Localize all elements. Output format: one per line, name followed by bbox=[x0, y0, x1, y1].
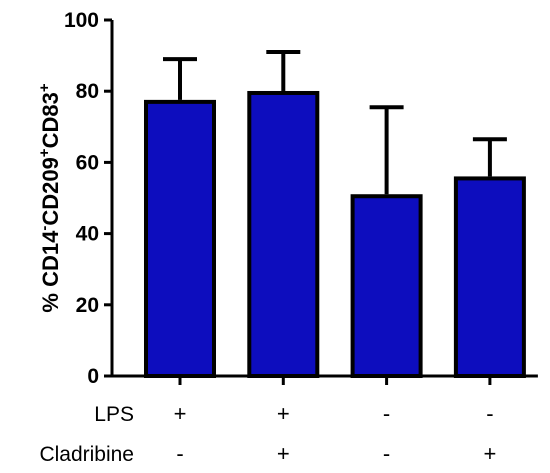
condition-row-label: Cladribine bbox=[39, 443, 134, 466]
condition-sign: - bbox=[383, 441, 390, 466]
y-tick-label: 0 bbox=[87, 365, 99, 388]
condition-sign: + bbox=[277, 441, 290, 466]
condition-table: LPS + + - - Cladribine - + - + bbox=[39, 401, 496, 466]
y-axis-label-superscript: + bbox=[36, 148, 53, 157]
y-axis-label-group: % CD14-​CD209+​CD83+​ bbox=[36, 83, 63, 312]
condition-sign: - bbox=[176, 441, 183, 466]
x-ticks bbox=[178, 376, 492, 385]
condition-row-label: LPS bbox=[94, 403, 134, 426]
y-tick-label: 80 bbox=[76, 80, 99, 103]
y-axis-label-text: CD83 bbox=[38, 92, 63, 148]
condition-sign: - bbox=[383, 401, 390, 426]
condition-sign: + bbox=[174, 401, 187, 426]
y-axis-label-superscript: - bbox=[36, 226, 53, 231]
condition-sign: + bbox=[277, 401, 290, 426]
condition-sign: - bbox=[486, 401, 493, 426]
bars bbox=[144, 90, 526, 378]
y-tick-label: 100 bbox=[64, 9, 99, 32]
y-axis-label-text: CD209 bbox=[38, 157, 63, 225]
error-bars bbox=[163, 50, 507, 195]
bar bbox=[144, 99, 216, 378]
bar bbox=[350, 194, 423, 378]
bar bbox=[247, 90, 320, 378]
y-ticks: 0 20 40 60 80 100 bbox=[64, 9, 112, 388]
y-axis-label: % CD14-​CD209+​CD83+​ bbox=[36, 83, 63, 312]
y-axis-label-superscript: + bbox=[36, 83, 53, 92]
y-tick-label: 40 bbox=[76, 223, 99, 246]
condition-sign: + bbox=[483, 441, 496, 466]
y-axis-label-text: % CD14 bbox=[38, 230, 63, 313]
bar bbox=[453, 176, 526, 378]
y-tick-label: 20 bbox=[76, 294, 99, 317]
y-tick-label: 60 bbox=[76, 151, 99, 174]
